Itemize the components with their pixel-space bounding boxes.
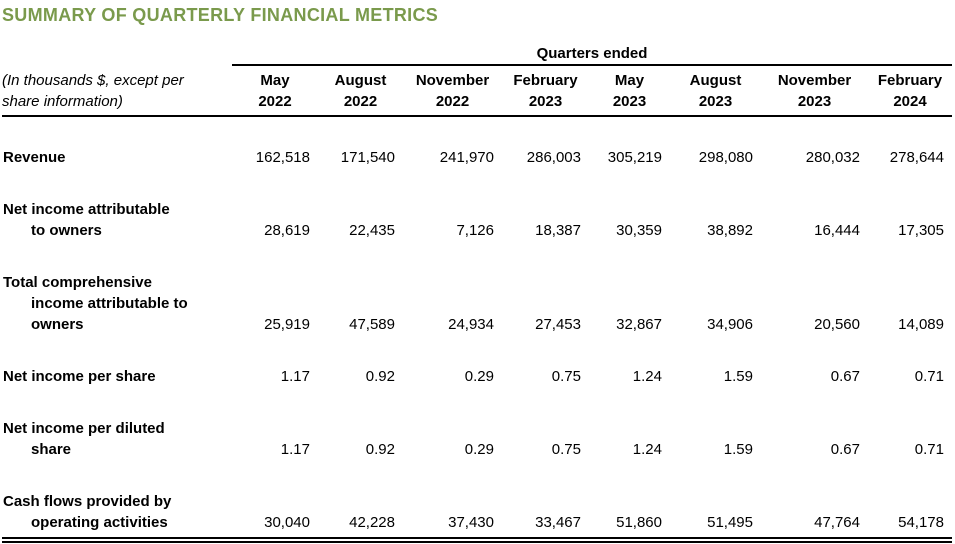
value-cell: 1.17 — [280, 368, 310, 385]
page-title: SUMMARY OF QUARTERLY FINANCIAL METRICS — [2, 5, 439, 25]
value-cell: 24,934 — [448, 316, 494, 333]
row-label: Revenue — [3, 149, 66, 166]
table-row-net-income-per-diluted-share: Net income per diluted share 1.17 0.92 0… — [2, 388, 952, 461]
unit-note-line: share information) — [2, 93, 123, 110]
column-header: May 2022 — [232, 65, 318, 117]
column-header: February 2023 — [502, 65, 589, 117]
value-cell: 54,178 — [868, 461, 952, 539]
quarters-ended-row: Quarters ended — [2, 45, 952, 66]
value-cell: 1.59 — [723, 441, 753, 458]
row-label: Cash flows provided by operating activit… — [2, 461, 232, 539]
value-cell: 20,560 — [814, 316, 860, 333]
column-header: February 2024 — [868, 65, 952, 117]
table-row-revenue: Revenue 162,518 171,540 241,970 286,003 … — [2, 116, 952, 169]
value-cell: 0.75 — [551, 368, 581, 385]
table-row-net-income: Net income attributable to owners 28,619… — [2, 169, 952, 242]
value-cell: 34,906 — [707, 316, 753, 333]
value-cell: 51,495 — [670, 461, 761, 539]
value-cell: 1.24 — [632, 441, 662, 458]
value-cell: 0.71 — [914, 368, 944, 385]
value-cell: 241,970 — [439, 149, 494, 166]
value-cell: 22,435 — [349, 222, 395, 239]
value-cell: 28,619 — [264, 222, 310, 239]
table-row-total-comprehensive-income: Total comprehensive income attributable … — [2, 242, 952, 336]
value-cell: 298,080 — [698, 149, 753, 166]
unit-note-line: (In thousands $, except per — [2, 72, 184, 89]
value-cell: 7,126 — [456, 222, 494, 239]
value-cell: 32,867 — [616, 316, 662, 333]
quarters-ended-header: Quarters ended — [232, 45, 952, 66]
value-cell: 47,764 — [761, 461, 868, 539]
table-row-net-income-per-share: Net income per share 1.17 0.92 0.29 0.75… — [2, 336, 952, 388]
value-cell: 1.24 — [632, 368, 662, 385]
value-cell: 0.29 — [464, 441, 494, 458]
value-cell: 47,589 — [349, 316, 395, 333]
value-cell: 0.92 — [365, 441, 395, 458]
value-cell: 33,467 — [502, 461, 589, 539]
value-cell: 16,444 — [814, 222, 860, 239]
column-header: November 2022 — [403, 65, 502, 117]
value-cell: 286,003 — [526, 149, 581, 166]
value-cell: 305,219 — [607, 149, 662, 166]
value-cell: 27,453 — [535, 316, 581, 333]
column-header: November 2023 — [761, 65, 868, 117]
value-cell: 42,228 — [318, 461, 403, 539]
value-cell: 25,919 — [264, 316, 310, 333]
value-cell: 14,089 — [898, 316, 944, 333]
value-cell: 1.17 — [280, 441, 310, 458]
row-label: Total comprehensive income attributable … — [3, 274, 188, 333]
value-cell: 0.67 — [830, 368, 860, 385]
value-cell: 278,644 — [889, 149, 944, 166]
value-cell: 0.71 — [914, 441, 944, 458]
column-header: May 2023 — [589, 65, 670, 117]
value-cell: 0.75 — [551, 441, 581, 458]
value-cell: 30,359 — [616, 222, 662, 239]
value-cell: 0.67 — [830, 441, 860, 458]
table-row-cash-flows: Cash flows provided by operating activit… — [2, 461, 952, 539]
value-cell: 30,040 — [232, 461, 318, 539]
row-label: Net income per diluted share — [3, 420, 165, 458]
value-cell: 17,305 — [898, 222, 944, 239]
value-cell: 18,387 — [535, 222, 581, 239]
bottom-double-rule-thin-line — [2, 541, 952, 543]
value-cell: 37,430 — [403, 461, 502, 539]
value-cell: 38,892 — [707, 222, 753, 239]
value-cell: 0.29 — [464, 368, 494, 385]
value-cell: 162,518 — [255, 149, 310, 166]
column-header: August 2022 — [318, 65, 403, 117]
column-header: August 2023 — [670, 65, 761, 117]
quarterly-metrics-table: Quarters ended (In thousands $, except p… — [2, 45, 952, 539]
unit-note: (In thousands $, except per share inform… — [2, 65, 232, 117]
value-cell: 171,540 — [340, 149, 395, 166]
value-cell: 1.59 — [723, 368, 753, 385]
value-cell: 280,032 — [805, 149, 860, 166]
column-header-row: (In thousands $, except per share inform… — [2, 65, 952, 117]
value-cell: 51,860 — [589, 461, 670, 539]
row-label: Net income attributable to owners — [3, 201, 170, 239]
value-cell: 0.92 — [365, 368, 395, 385]
spacer-cell — [2, 45, 232, 65]
row-label: Net income per share — [3, 368, 156, 385]
